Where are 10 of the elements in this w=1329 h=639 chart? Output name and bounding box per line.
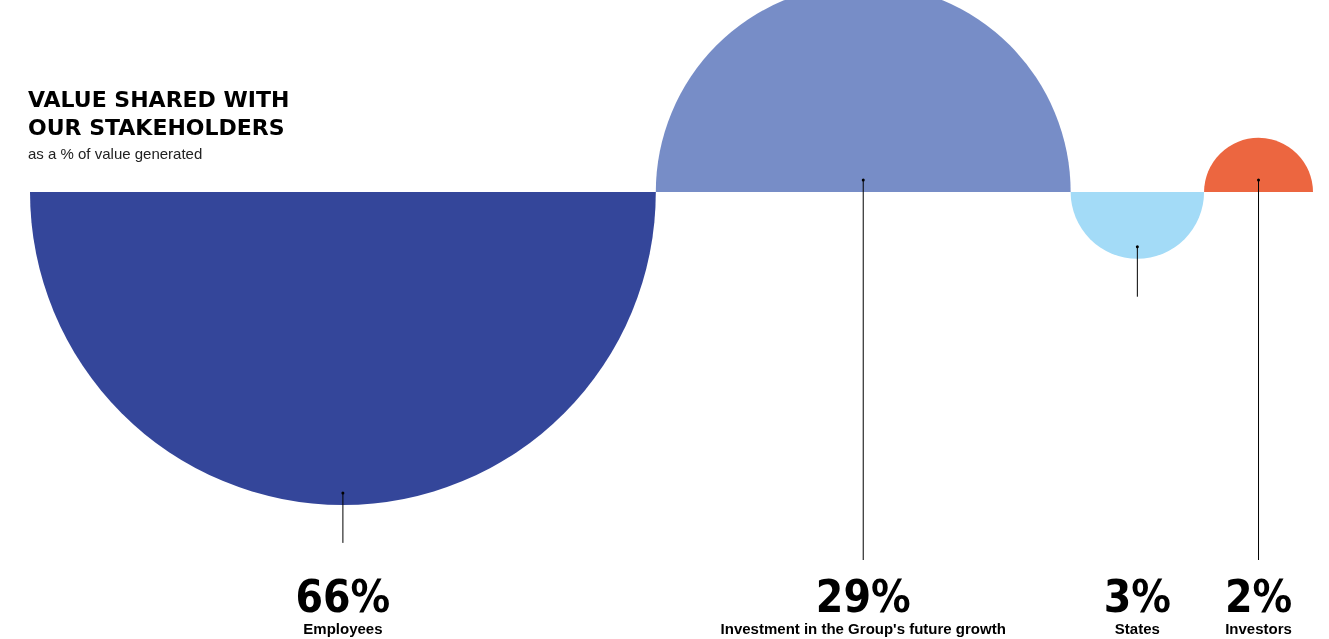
data-label: 66%: [295, 571, 391, 622]
category-label: Employees: [303, 620, 383, 637]
category-label: States: [1114, 620, 1160, 637]
data-label: 3%: [1103, 571, 1171, 622]
category-label: Investment in the Group's future growth: [720, 620, 1006, 637]
data-label: 29%: [815, 571, 911, 622]
text: VALUE SHARED WITH OUR STAKEHOLDERS: [28, 86, 290, 142]
text: as a % of value generated: [28, 145, 203, 162]
data-label: 2%: [1224, 571, 1293, 622]
category-label: Investors: [1225, 620, 1292, 637]
